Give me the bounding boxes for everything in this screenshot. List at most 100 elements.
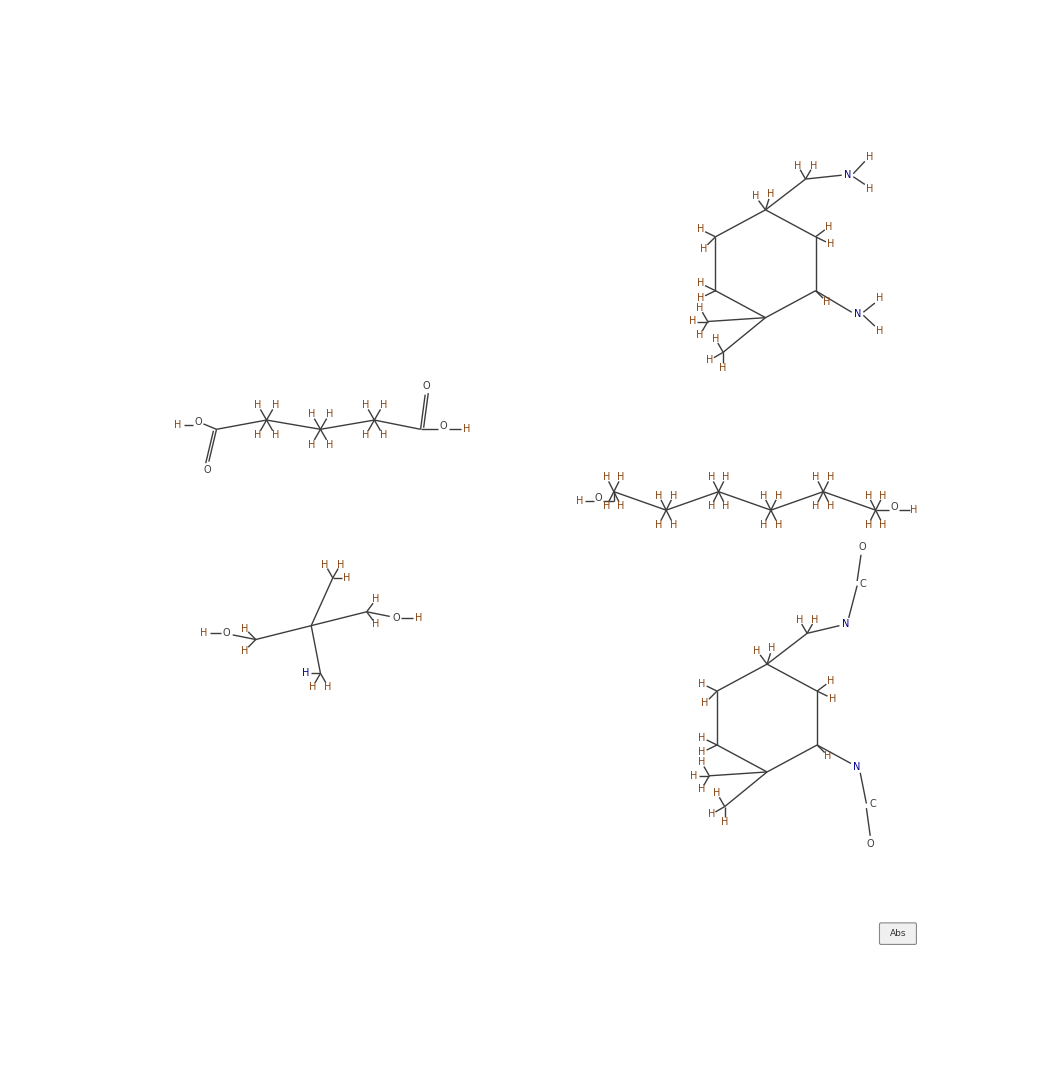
Text: H: H: [669, 519, 677, 530]
Text: H: H: [876, 293, 883, 303]
Text: C: C: [869, 799, 876, 808]
Text: H: H: [829, 693, 836, 703]
Text: H: H: [696, 303, 703, 313]
Text: H: H: [706, 355, 714, 366]
Text: H: H: [794, 161, 801, 171]
Text: H: H: [708, 472, 715, 483]
Text: H: H: [796, 615, 803, 625]
Text: H: H: [696, 330, 703, 340]
Text: H: H: [698, 747, 705, 758]
Text: H: H: [700, 244, 708, 254]
Text: H: H: [811, 615, 818, 625]
Text: H: H: [721, 817, 729, 827]
Text: H: H: [254, 430, 262, 441]
Text: H: H: [372, 594, 380, 604]
Text: H: H: [697, 225, 704, 234]
Text: H: H: [307, 408, 315, 419]
Text: H: H: [698, 678, 705, 689]
Text: H: H: [865, 491, 872, 501]
Text: H: H: [827, 501, 834, 511]
Text: O: O: [866, 838, 874, 848]
Text: H: H: [767, 189, 775, 199]
Text: H: H: [826, 221, 833, 231]
Text: H: H: [669, 491, 677, 501]
Text: H: H: [325, 682, 332, 691]
Text: H: H: [722, 501, 730, 511]
Text: H: H: [326, 408, 333, 419]
Text: H: H: [827, 472, 834, 483]
Text: H: H: [775, 519, 782, 530]
Text: O: O: [203, 465, 211, 475]
Text: H: H: [775, 491, 782, 501]
Text: H: H: [701, 698, 709, 708]
Text: Abs: Abs: [890, 929, 907, 938]
Text: N: N: [854, 309, 862, 319]
Text: H: H: [577, 496, 584, 506]
Text: H: H: [722, 472, 730, 483]
Text: H: H: [697, 278, 704, 288]
Text: H: H: [415, 613, 422, 622]
Text: H: H: [380, 430, 387, 441]
Text: O: O: [422, 382, 431, 391]
Text: H: H: [865, 519, 872, 530]
Text: H: H: [698, 784, 705, 794]
Text: N: N: [844, 170, 851, 181]
Text: H: H: [760, 491, 767, 501]
Text: H: H: [603, 501, 611, 511]
Text: H: H: [810, 161, 817, 171]
Text: H: H: [879, 491, 886, 501]
Text: H: H: [698, 758, 705, 768]
Text: O: O: [222, 629, 230, 639]
Text: H: H: [307, 440, 315, 449]
Text: H: H: [242, 645, 249, 656]
Text: H: H: [200, 629, 207, 639]
Text: H: H: [603, 472, 611, 483]
Text: O: O: [439, 421, 448, 431]
Text: H: H: [760, 519, 767, 530]
Text: H: H: [822, 297, 830, 306]
Text: H: H: [271, 400, 279, 410]
Text: H: H: [309, 682, 316, 691]
Text: H: H: [708, 501, 715, 511]
Text: H: H: [712, 334, 719, 344]
Text: H: H: [879, 519, 886, 530]
Text: O: O: [595, 492, 602, 503]
Text: O: O: [859, 542, 866, 553]
Text: H: H: [321, 560, 329, 570]
Text: H: H: [688, 316, 696, 327]
Text: H: H: [768, 643, 776, 653]
Text: H: H: [751, 191, 759, 201]
Text: H: H: [713, 788, 720, 799]
Text: H: H: [753, 646, 761, 656]
Text: H: H: [812, 501, 819, 511]
FancyBboxPatch shape: [880, 922, 916, 945]
Text: H: H: [343, 573, 350, 583]
Text: H: H: [812, 472, 819, 483]
Text: O: O: [195, 417, 202, 428]
Text: H: H: [362, 430, 369, 441]
Text: H: H: [827, 240, 834, 249]
Text: H: H: [866, 184, 874, 195]
Text: H: H: [691, 771, 698, 780]
Text: H: H: [380, 400, 387, 410]
Text: H: H: [697, 293, 704, 303]
Text: H: H: [698, 732, 705, 743]
Text: H: H: [271, 430, 279, 441]
Text: N: N: [842, 619, 849, 629]
Text: H: H: [326, 440, 333, 449]
Text: H: H: [254, 400, 262, 410]
Text: H: H: [463, 425, 470, 434]
Text: H: H: [372, 619, 380, 629]
Text: H: H: [719, 362, 727, 373]
Text: O: O: [891, 502, 898, 512]
Text: H: H: [876, 326, 883, 335]
Text: H: H: [362, 400, 369, 410]
Text: H: H: [708, 809, 715, 819]
Text: H: H: [866, 152, 874, 161]
Text: H: H: [337, 560, 344, 570]
Text: H: H: [302, 669, 310, 678]
Text: H: H: [617, 472, 625, 483]
Text: H: H: [242, 624, 249, 633]
Text: H: H: [617, 501, 625, 511]
Text: H: H: [827, 676, 834, 686]
